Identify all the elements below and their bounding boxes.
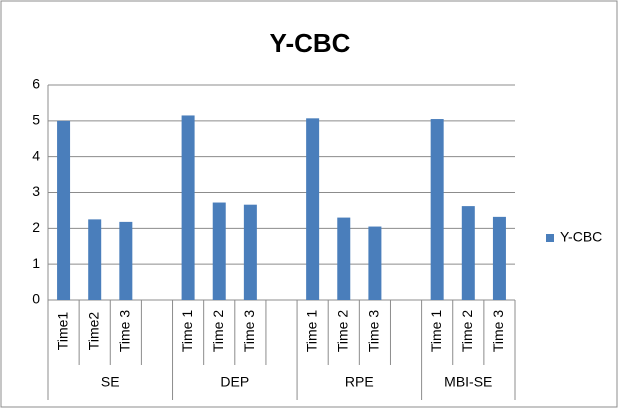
x-tick-label: Time2 — [85, 312, 101, 351]
y-tick-label: 2 — [32, 219, 40, 235]
y-tick-label: 6 — [32, 76, 40, 92]
bar — [306, 118, 320, 300]
x-tick-label: Time 1 — [303, 310, 319, 352]
bar — [119, 221, 133, 300]
x-tick-label: Time 2 — [210, 310, 226, 352]
y-tick-label: 1 — [32, 255, 40, 271]
bar — [461, 206, 475, 300]
bar — [212, 202, 226, 300]
bar — [492, 216, 506, 300]
y-tick-label: 0 — [32, 291, 40, 307]
x-tick-label: Time 1 — [179, 310, 195, 352]
group-label: MBI-SE — [444, 374, 492, 390]
x-tick-label: Time 3 — [490, 310, 506, 352]
bar — [430, 119, 444, 301]
group-label: DEP — [220, 374, 249, 390]
bar — [88, 219, 102, 300]
x-tick-label: Time 3 — [117, 310, 133, 352]
bar — [243, 204, 257, 300]
legend-swatch — [546, 234, 554, 242]
x-tick-label: Time 3 — [366, 310, 382, 352]
y-tick-label: 3 — [32, 183, 40, 199]
x-tick-label: Time 1 — [428, 310, 444, 352]
legend-label: Y-CBC — [560, 229, 602, 245]
bar — [57, 120, 71, 300]
bar — [181, 115, 195, 300]
bar — [337, 217, 351, 300]
group-label: SE — [101, 374, 120, 390]
group-label: RPE — [345, 374, 374, 390]
chart-title: Y-CBC — [270, 28, 351, 58]
bar — [368, 226, 382, 300]
x-tick-label: Time 3 — [241, 310, 257, 352]
x-tick-label: Time 2 — [459, 310, 475, 352]
y-tick-label: 4 — [32, 147, 40, 163]
x-tick-label: Time1 — [54, 312, 70, 351]
y-tick-label: 5 — [32, 112, 40, 128]
x-tick-label: Time 2 — [334, 310, 350, 352]
